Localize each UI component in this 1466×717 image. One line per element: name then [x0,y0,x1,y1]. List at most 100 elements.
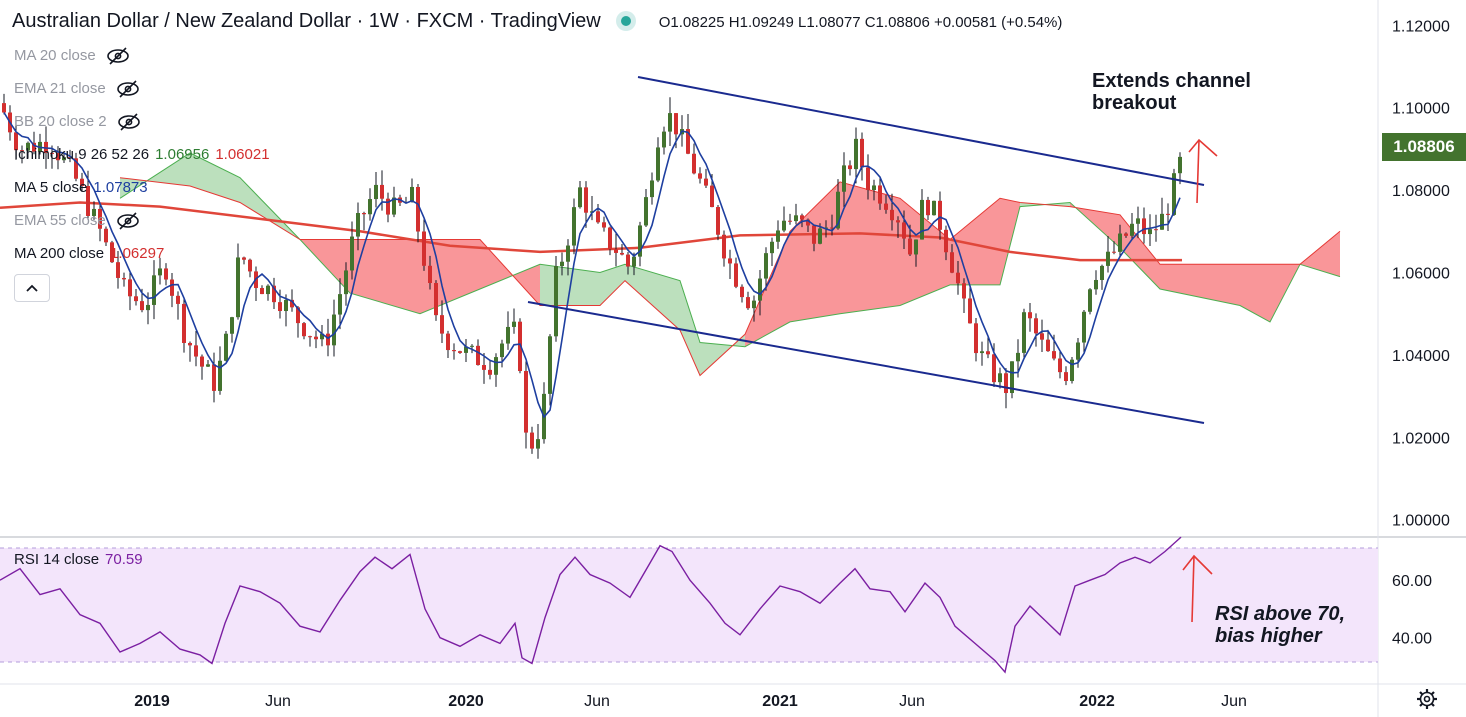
rsi-up-arrow-annotation [1182,554,1213,623]
candle-down [122,277,126,280]
candle-up [152,275,156,305]
legend-ma200[interactable]: MA 200 close 1.06297 [14,245,165,262]
collapse-legend-button[interactable] [14,274,50,302]
candle-up [644,197,648,226]
candle-up [206,364,210,367]
cloud-segment-red [1000,198,1020,285]
candle-up [638,225,642,257]
eye-hidden-icon[interactable] [116,80,140,98]
candle-down [194,345,198,357]
candle-down [128,279,132,297]
candle-down [200,356,204,367]
candle-up [632,256,636,267]
candle-down [1058,358,1062,373]
candle-down [20,150,24,152]
candle-up [1016,352,1020,362]
candle-down [1052,351,1056,359]
candle-up [818,228,822,244]
candle-down [800,215,804,220]
candle-up [284,299,288,312]
candle-up [1160,213,1164,230]
candle-down [524,371,528,433]
candle-down [1142,218,1146,235]
eye-hidden-icon[interactable] [117,113,141,131]
eye-hidden-icon[interactable] [116,212,140,230]
candle-down [848,165,852,170]
price-tick-label: 1.06000 [1392,266,1450,283]
candle-up [464,346,468,353]
candle-down [488,369,492,375]
legend-bb[interactable]: BB 20 close 2 [14,113,141,131]
cloud-segment-red [1240,264,1270,322]
candle-down [1166,213,1170,215]
cloud-segment-red [900,198,950,306]
candle-down [56,153,60,161]
candle-down [260,288,264,295]
time-tick-label: 2019 [134,693,170,710]
candle-up [320,333,324,340]
candle-down [386,198,390,215]
candle-up [1130,223,1134,236]
gear-icon[interactable] [1416,688,1438,710]
candle-up [548,336,552,394]
candle-down [86,185,90,216]
candle-down [992,354,996,383]
candle-down [380,184,384,199]
candle-up [1082,311,1086,343]
candle-up [920,199,924,240]
candle-down [1154,229,1158,231]
candle-up [1088,289,1092,312]
candle-up [1148,229,1152,235]
candle-down [968,298,972,324]
cloud-segment-red [840,181,900,314]
candle-up [914,239,918,255]
candle-up [536,439,540,449]
cloud-segment-red [1300,231,1340,277]
candle-down [986,351,990,355]
candle-up [932,200,936,216]
candle-down [458,351,462,353]
legend-ema21[interactable]: EMA 21 close [14,80,140,98]
candle-down [614,249,618,253]
channel-upper-line [637,76,1205,186]
time-tick-label: Jun [899,693,925,710]
chart-header: Australian Dollar / New Zealand Dollar ·… [12,10,1062,33]
rsi-annotation: RSI above 70, bias higher [1215,603,1346,647]
candle-up [350,236,354,271]
legend-ema55[interactable]: EMA 55 close [14,212,140,230]
ma200-line [0,201,1182,262]
candle-down [452,350,456,352]
cloud-segment-red [1160,264,1240,306]
candle-up [554,266,558,337]
legend-ichimoku[interactable]: Ichimoku 9 26 52 26 1.06956 1.06021 [14,146,270,163]
price-tick-label: 1.02000 [1392,430,1450,447]
candle-down [416,186,420,232]
candle-down [1034,318,1038,334]
candle-up [782,220,786,231]
candle-down [704,178,708,186]
candle-down [734,263,738,287]
candle-down [1046,339,1050,352]
candle-up [218,360,222,391]
candle-up [500,343,504,358]
candle-down [14,132,18,151]
candle-down [98,208,102,229]
candle-up [494,357,498,375]
rsi-band [0,548,1378,662]
legend-ma20[interactable]: MA 20 close [14,47,130,65]
candle-up [1178,156,1182,174]
candle-down [806,219,810,226]
candle-up [578,187,582,208]
candle-up [338,294,342,315]
legend-ma5[interactable]: MA 5 close 1.07873 [14,179,148,196]
candle-up [1076,342,1080,360]
candle-up [1022,312,1026,353]
eye-hidden-icon[interactable] [106,47,130,65]
candle-down [32,142,36,152]
candle-down [728,258,732,264]
candle-down [962,283,966,299]
rsi-legend[interactable]: RSI 14 close 70.59 [14,551,143,568]
candle-down [476,345,480,366]
candle-down [68,157,72,159]
